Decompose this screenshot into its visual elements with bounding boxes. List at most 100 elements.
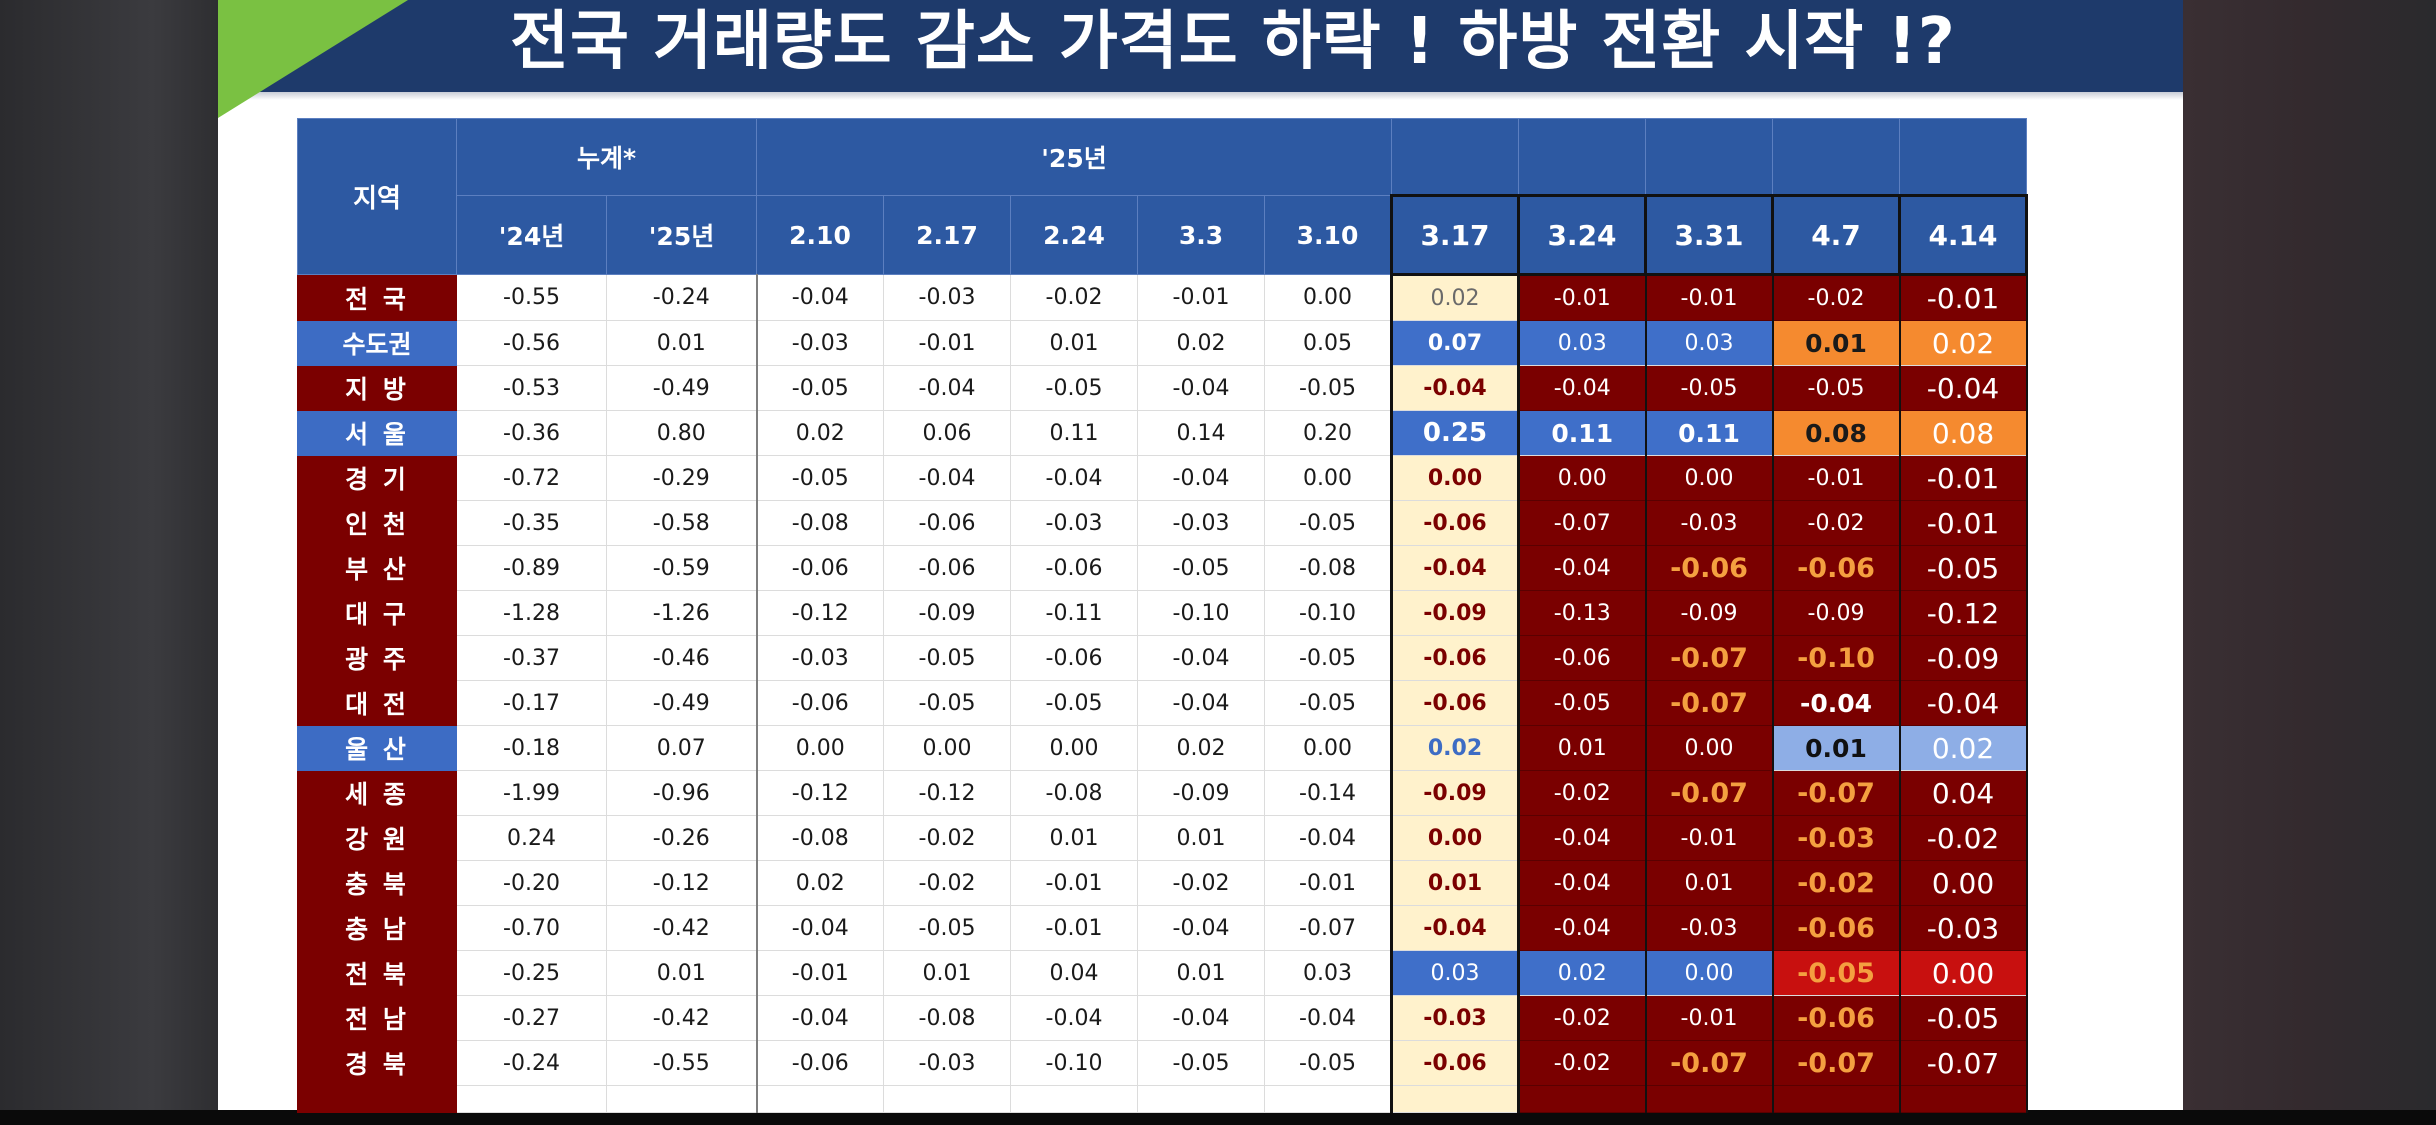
value-cell: -0.07 [1645,680,1774,726]
value-cell: -0.06 [1772,905,1901,951]
table-row: 인 천 -0.35 -0.58 -0.08 -0.06 -0.03 -0.03 … [297,500,2028,546]
value-cell: -0.04 [1137,365,1265,411]
value-cell: 0.00 [1899,950,2028,996]
value-cell: -1.28 [456,590,607,636]
value-cell: -0.09 [1899,635,2028,681]
value-cell: -0.29 [606,455,758,501]
value-cell: 0.08 [1772,410,1901,456]
value-cell: -0.06 [883,545,1011,591]
value-cell: -0.08 [1010,770,1138,816]
value-cell: -0.05 [883,635,1011,681]
value-cell: -0.03 [1010,500,1138,546]
value-cell: -0.01 [1899,500,2028,546]
value-cell: -0.13 [1518,590,1647,636]
value-cell: -0.27 [456,995,607,1041]
value-cell: -0.06 [1390,680,1520,726]
value-cell: 0.01 [606,950,758,996]
value-cell: -0.04 [1390,545,1520,591]
value-cell: -0.04 [1137,995,1265,1041]
value-cell: 0.04 [1010,950,1138,996]
value-cell: -0.04 [1264,995,1392,1041]
value-cell: -0.05 [1518,680,1647,726]
value-cell: 0.80 [606,410,758,456]
value-cell: -0.06 [756,545,884,591]
value-cell: 0.00 [1899,860,2028,906]
value-cell: 0.00 [1645,950,1774,996]
value-cell: 0.11 [1010,410,1138,456]
value-cell: -0.07 [1772,1040,1901,1086]
title-bar [218,0,2183,100]
region-cell: 전 국 [297,274,457,321]
table-row: 강 원 0.24 -0.26 -0.08 -0.02 0.01 0.01 -0.… [297,815,2028,861]
region-cell: 광 주 [297,635,457,681]
value-cell: -0.12 [756,770,884,816]
price-change-table: 지역 누계* '25년 '24년 '25년 2.10 2.17 2.24 3.3… [297,118,2028,1113]
region-cell: 부 산 [297,545,457,591]
value-cell: -0.14 [1264,770,1392,816]
value-cell: -0.36 [456,410,607,456]
value-cell: 0.11 [1518,410,1647,456]
col-header: '24년 [456,195,607,275]
value-cell: -0.04 [756,274,884,321]
header-blank [1772,118,1900,196]
value-cell: -0.06 [1772,995,1901,1041]
table-row: 경 기 -0.72 -0.29 -0.05 -0.04 -0.04 -0.04 … [297,455,2028,501]
value-cell: -0.01 [1010,860,1138,906]
region-cell: 대 구 [297,590,457,636]
value-cell: -0.01 [1899,274,2028,321]
value-cell: -0.05 [756,365,884,411]
region-cell: 강 원 [297,815,457,861]
value-cell: 0.02 [1518,950,1647,996]
value-cell: -0.04 [1899,365,2028,411]
value-cell: -0.96 [606,770,758,816]
region-cell: 전 남 [297,995,457,1041]
value-cell: -0.08 [756,815,884,861]
value-cell: -0.05 [1772,950,1901,996]
value-cell: -0.06 [1772,545,1901,591]
value-cell: 0.01 [606,320,758,366]
value-cell: -0.04 [1518,365,1647,411]
value-cell: -0.06 [756,1040,884,1086]
col-header: 2.24 [1010,195,1138,275]
value-cell: -0.04 [1518,905,1647,951]
value-cell: 0.03 [1645,320,1774,366]
value-cell: -0.06 [1010,545,1138,591]
value-cell: 0.11 [1645,410,1774,456]
value-cell: 0.08 [1899,410,2028,456]
col-header: 2.10 [756,195,884,275]
col-header: '25년 [606,195,757,275]
value-cell: -0.42 [606,995,758,1041]
value-cell: -1.99 [456,770,607,816]
value-cell: -0.05 [1137,545,1265,591]
col-header-highlight: 3.31 [1644,194,1774,276]
value-cell: -0.01 [1645,274,1774,321]
value-cell: -0.05 [1264,680,1392,726]
value-cell: 0.00 [883,725,1011,771]
header-blank [1645,118,1773,196]
value-cell: -0.02 [1899,815,2028,861]
value-cell: -0.58 [606,500,758,546]
table-row: 전 남 -0.27 -0.42 -0.04 -0.08 -0.04 -0.04 … [297,995,2028,1041]
value-cell: -0.09 [1137,770,1265,816]
value-cell: 0.06 [883,410,1011,456]
value-cell: 0.24 [456,815,607,861]
col-header-highlight: 4.14 [1898,194,2028,276]
value-cell: 0.02 [1899,725,2028,771]
header-region: 지역 [297,118,457,275]
table-row: 울 산 -0.18 0.07 0.00 0.00 0.00 0.02 0.00 … [297,725,2028,771]
value-cell: 0.04 [1899,770,2028,816]
value-cell: -0.89 [456,545,607,591]
value-cell: 0.00 [1390,815,1520,861]
value-cell: -0.49 [606,365,758,411]
value-cell: -0.03 [1899,905,2028,951]
value-cell: -0.05 [1264,635,1392,681]
value-cell: -0.72 [456,455,607,501]
value-cell: 0.02 [1137,320,1265,366]
value-cell: 0.25 [1390,410,1520,456]
value-cell: 0.01 [883,950,1011,996]
value-cell: -0.04 [1390,365,1520,411]
table-row: 대 구 -1.28 -1.26 -0.12 -0.09 -0.11 -0.10 … [297,590,2028,636]
value-cell: -0.04 [1518,860,1647,906]
header-blank [1391,118,1519,196]
value-cell: -0.05 [1264,1040,1392,1086]
